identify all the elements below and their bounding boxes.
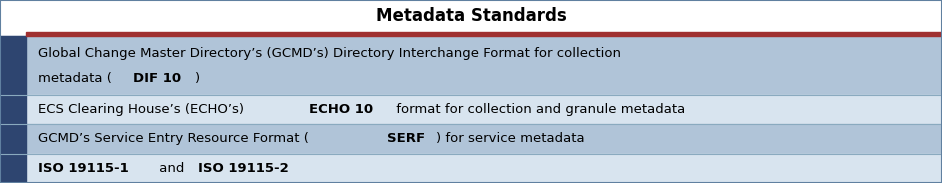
Text: format for collection and granule metadata: format for collection and granule metada… (392, 103, 685, 116)
Bar (26, 32, 942, 36)
Bar (0, 154, 26, 183)
Text: ECS Clearing House’s (ECHO’s): ECS Clearing House’s (ECHO’s) (38, 103, 248, 116)
Bar (0, 0, 942, 32)
Bar (0, 124, 26, 154)
Text: Global Change Master Directory’s (GCMD’s) Directory Interchange Format for colle: Global Change Master Directory’s (GCMD’s… (38, 47, 621, 60)
Bar (0, 95, 942, 124)
Bar (0, 95, 26, 124)
Text: DIF 10: DIF 10 (133, 72, 181, 85)
Text: GCMD’s Service Entry Resource Format (: GCMD’s Service Entry Resource Format ( (38, 132, 309, 145)
Bar (0, 36, 942, 95)
Bar (0, 124, 942, 154)
Text: SERF: SERF (387, 132, 426, 145)
Text: ISO 19115-1: ISO 19115-1 (38, 162, 128, 175)
Text: ECHO 10: ECHO 10 (309, 103, 373, 116)
Text: ) for service metadata: ) for service metadata (436, 132, 585, 145)
Text: ISO 19115-2: ISO 19115-2 (198, 162, 289, 175)
Bar (0, 154, 942, 183)
Text: ): ) (195, 72, 201, 85)
Bar (0, 36, 26, 95)
Text: and: and (154, 162, 188, 175)
Text: Metadata Standards: Metadata Standards (376, 7, 566, 25)
Text: metadata (: metadata ( (38, 72, 111, 85)
